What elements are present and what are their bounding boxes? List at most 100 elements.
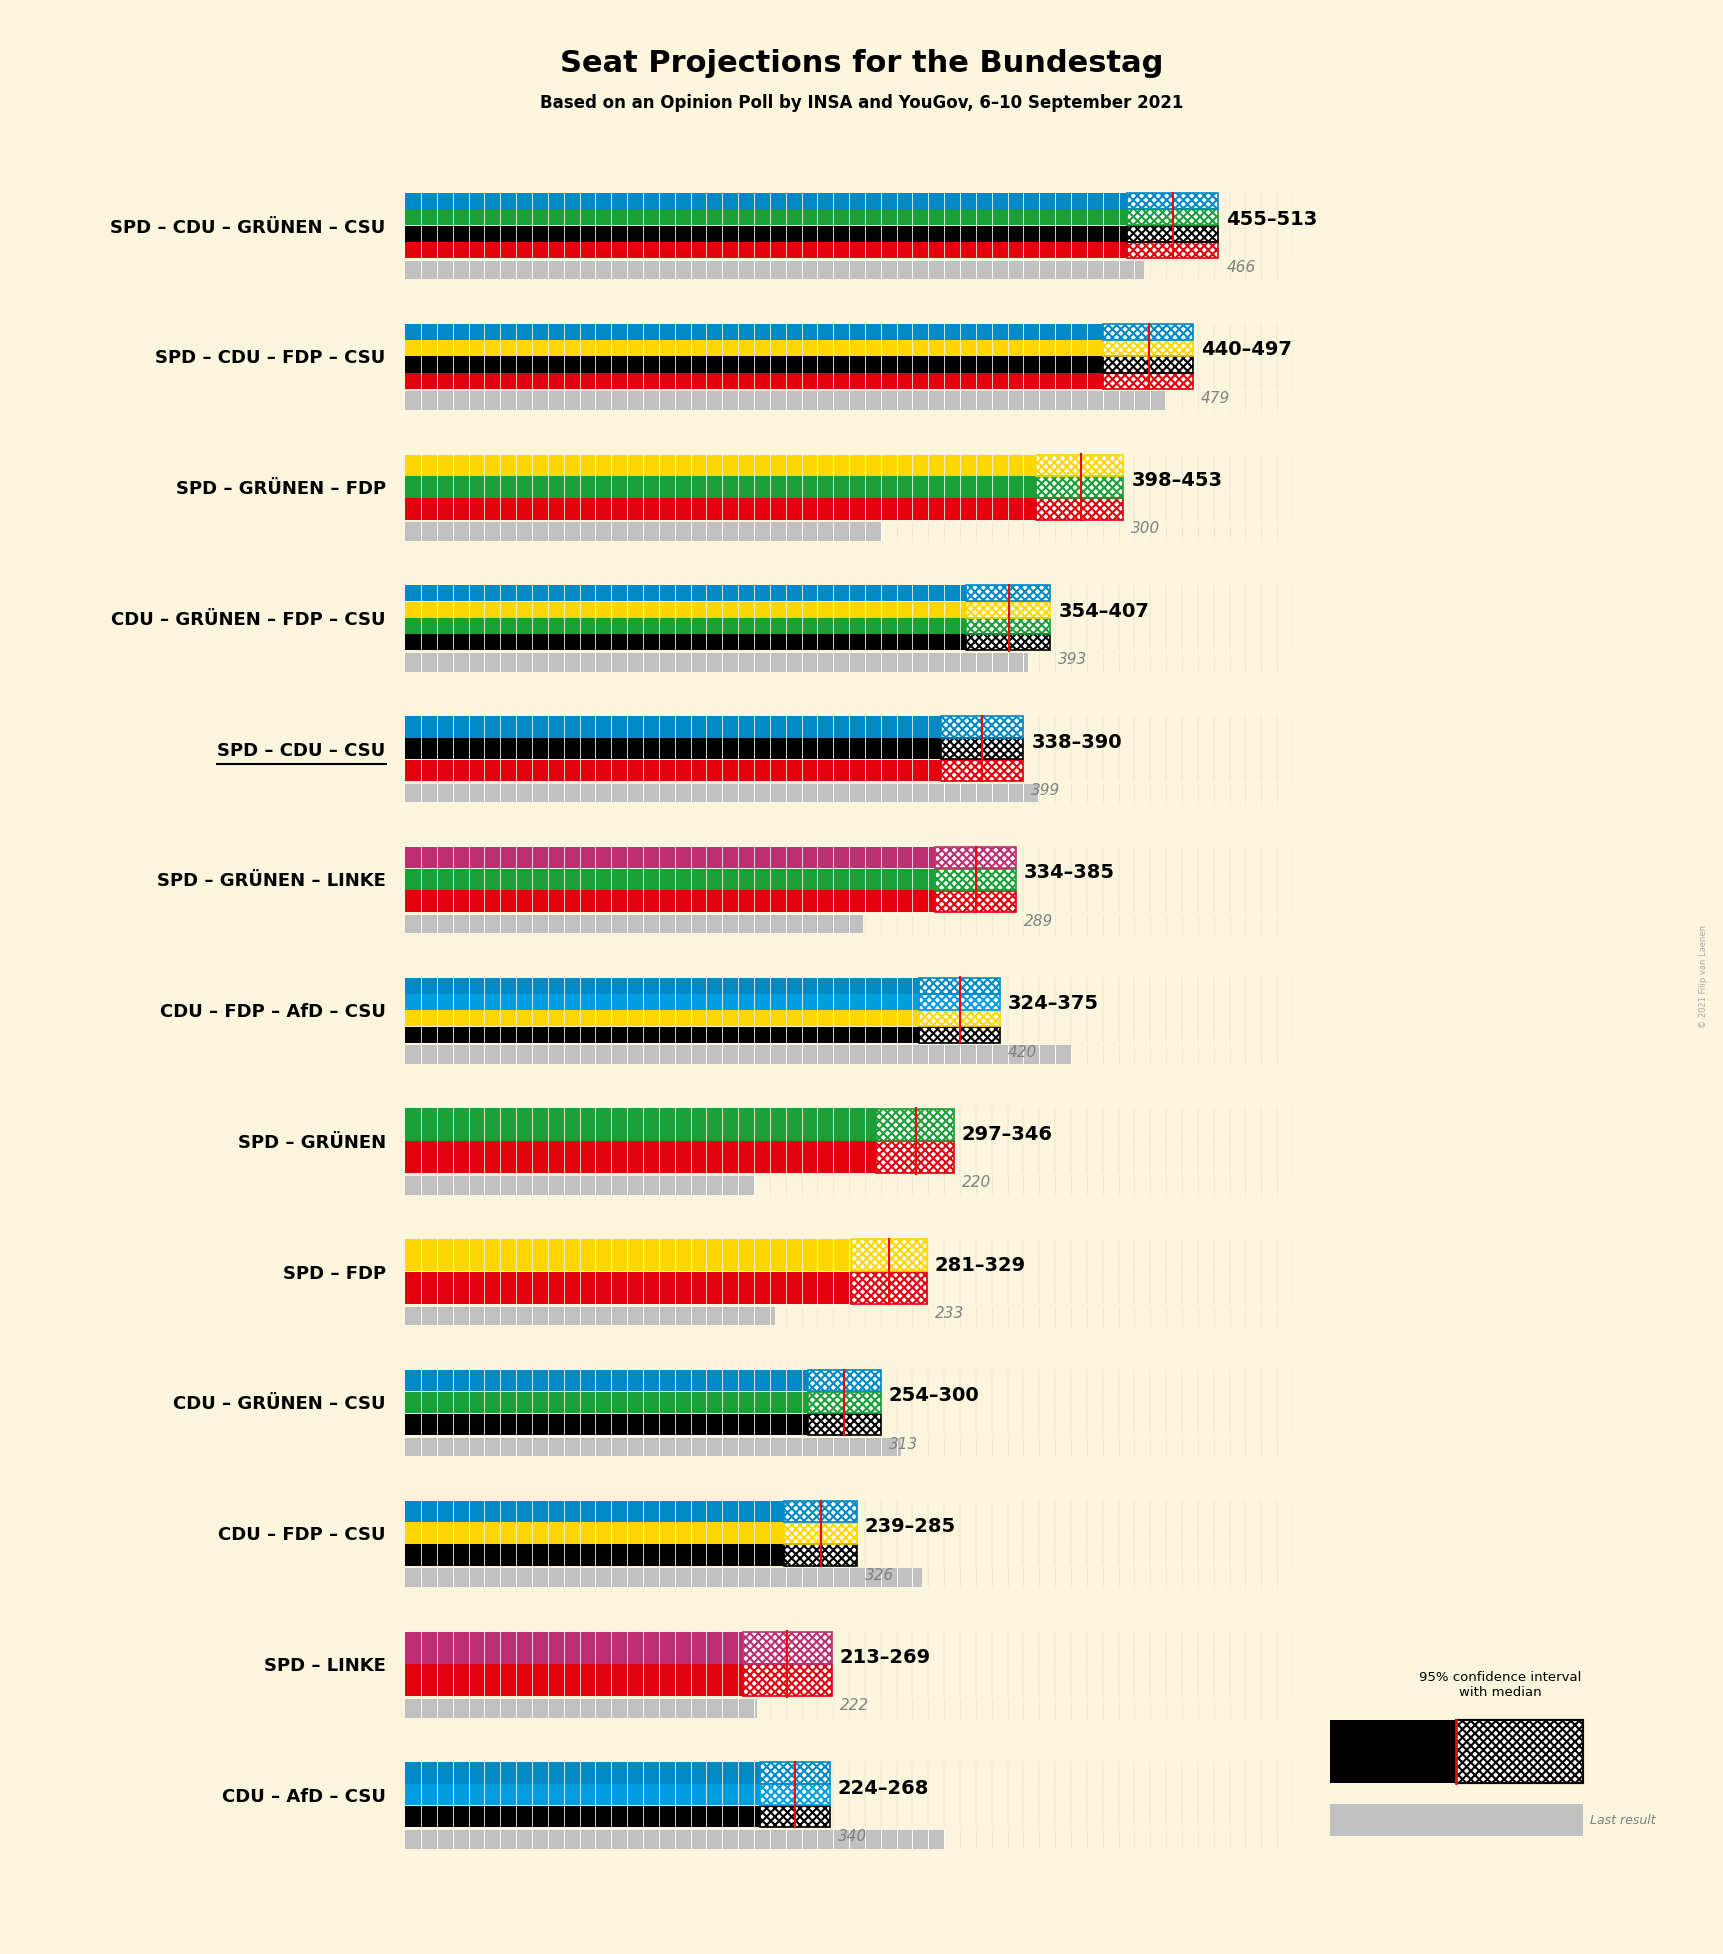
Bar <box>941 717 1023 737</box>
Bar <box>784 1544 856 1565</box>
Bar <box>849 1272 927 1303</box>
Bar <box>1036 498 1123 520</box>
Bar <box>405 870 934 891</box>
Bar <box>743 1665 830 1696</box>
Text: 297–346: 297–346 <box>961 1126 1053 1143</box>
Bar <box>934 870 1015 891</box>
Text: 479: 479 <box>1201 391 1230 406</box>
Bar <box>405 1141 875 1172</box>
Bar <box>1456 1720 1582 1784</box>
Text: 466: 466 <box>1225 260 1254 276</box>
Bar <box>941 760 1023 782</box>
Bar <box>808 1391 880 1413</box>
Bar <box>849 1239 927 1272</box>
Bar <box>941 760 1023 782</box>
Bar <box>405 1307 774 1325</box>
Bar <box>918 1010 999 1026</box>
Text: 313: 313 <box>887 1436 917 1452</box>
Bar <box>405 498 1036 520</box>
Bar <box>1036 455 1123 477</box>
Text: 399: 399 <box>1030 784 1060 797</box>
Bar <box>1456 1720 1582 1784</box>
Bar <box>1103 356 1192 373</box>
Bar <box>784 1522 856 1544</box>
Bar <box>1103 356 1192 373</box>
Bar <box>405 356 1103 373</box>
Text: 420: 420 <box>1006 1045 1036 1059</box>
Text: 222: 222 <box>839 1698 868 1714</box>
Bar <box>743 1665 830 1696</box>
Bar <box>405 653 1027 672</box>
Bar <box>934 891 1015 913</box>
Bar <box>934 846 1015 868</box>
Bar <box>967 602 1049 617</box>
Bar <box>760 1805 829 1827</box>
Bar <box>405 1665 743 1696</box>
Bar <box>1125 209 1218 225</box>
Bar <box>967 617 1049 633</box>
Bar <box>405 1522 784 1544</box>
Bar <box>405 1391 808 1413</box>
Bar <box>918 977 999 995</box>
Bar <box>760 1763 829 1784</box>
Bar <box>405 1569 922 1587</box>
Bar <box>405 260 1144 279</box>
Bar <box>1125 242 1218 258</box>
Bar <box>808 1391 880 1413</box>
Text: 338–390: 338–390 <box>1030 733 1122 752</box>
Bar <box>1125 242 1218 258</box>
Bar <box>918 995 999 1010</box>
Bar <box>1036 477 1123 498</box>
Bar <box>405 784 1037 803</box>
Bar <box>1125 242 1218 258</box>
Bar <box>1125 193 1218 209</box>
Bar <box>760 1805 829 1827</box>
Text: 340: 340 <box>837 1829 867 1845</box>
Text: 224–268: 224–268 <box>837 1778 929 1798</box>
Bar <box>1125 193 1218 209</box>
Bar <box>1125 227 1218 242</box>
Bar <box>1103 340 1192 356</box>
Bar <box>941 717 1023 737</box>
Text: 398–453: 398–453 <box>1130 471 1222 490</box>
Bar <box>405 1829 944 1848</box>
Text: Last result: Last result <box>1589 1813 1656 1827</box>
Bar <box>1103 373 1192 389</box>
Bar <box>1036 498 1123 520</box>
Bar <box>405 1700 756 1718</box>
Bar <box>405 1632 743 1663</box>
Bar <box>849 1272 927 1303</box>
Text: 455–513: 455–513 <box>1225 209 1316 229</box>
Bar <box>849 1239 927 1272</box>
Bar <box>405 1501 784 1522</box>
Bar <box>941 760 1023 782</box>
Bar <box>1103 356 1192 373</box>
Bar <box>918 1010 999 1026</box>
Bar <box>405 602 967 617</box>
Bar <box>760 1784 829 1805</box>
Bar <box>1125 227 1218 242</box>
Bar <box>918 1010 999 1026</box>
Text: 233: 233 <box>934 1305 963 1321</box>
Bar <box>743 1632 830 1663</box>
Text: 239–285: 239–285 <box>865 1516 956 1536</box>
Text: 326: 326 <box>865 1567 894 1583</box>
Bar <box>784 1501 856 1522</box>
Bar <box>918 977 999 995</box>
Bar <box>405 1010 918 1026</box>
Bar <box>405 977 918 995</box>
Bar <box>760 1784 829 1805</box>
Bar <box>743 1632 830 1663</box>
Text: 254–300: 254–300 <box>887 1387 979 1405</box>
Bar <box>405 324 1103 340</box>
Bar <box>405 586 967 602</box>
Bar <box>941 739 1023 760</box>
Bar <box>405 225 1125 242</box>
Text: 213–269: 213–269 <box>839 1647 930 1667</box>
Bar <box>967 586 1049 602</box>
Bar <box>918 977 999 995</box>
Bar <box>967 635 1049 651</box>
Bar <box>405 193 1125 209</box>
Bar <box>967 617 1049 633</box>
Bar <box>808 1370 880 1391</box>
